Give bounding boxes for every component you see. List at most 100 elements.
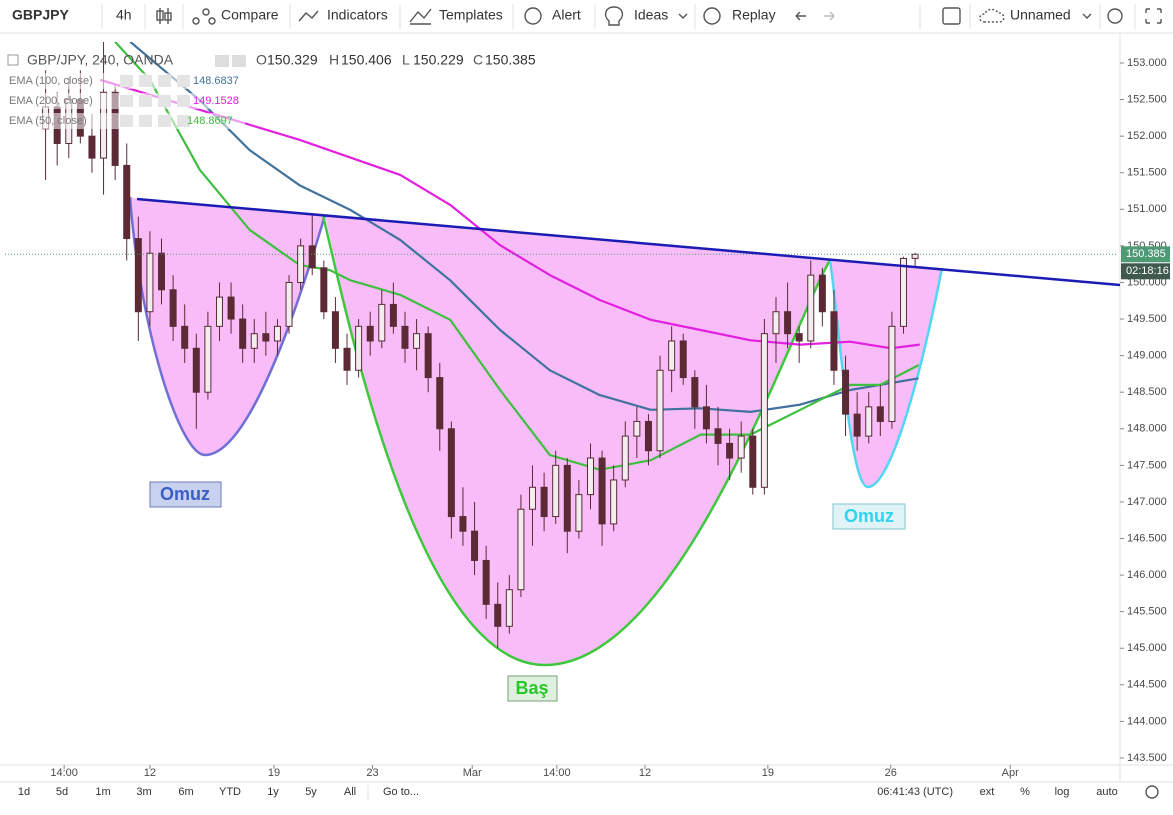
legend-button[interactable] [120, 115, 133, 127]
chart-style-icon[interactable] [156, 8, 172, 24]
ohlc-value: 150.406 [341, 52, 392, 68]
symbol[interactable]: GBPJPY [12, 7, 69, 23]
pattern-drawing [128, 196, 944, 667]
candle-body [714, 428, 722, 444]
legend-button[interactable] [120, 95, 133, 107]
clock: 06:41:43 (UTC) [877, 786, 953, 798]
candle-body [366, 325, 374, 342]
candle-body [343, 347, 351, 371]
interval[interactable]: 4h [116, 7, 132, 23]
option-button[interactable]: % [1020, 786, 1030, 798]
goto-button[interactable]: Go to... [383, 786, 419, 798]
ohlc-label: O [256, 52, 267, 68]
range-button[interactable]: 5y [305, 786, 317, 798]
countdown-box [1121, 263, 1170, 280]
ideas-icon[interactable] [604, 6, 624, 26]
legend-button[interactable] [139, 95, 152, 107]
y-tick-label: 150.000 [1127, 276, 1167, 288]
x-tick-label: 14:00 [50, 767, 78, 779]
candle-body [668, 340, 676, 371]
legend-value: 148.6837 [193, 75, 239, 87]
range-button[interactable]: 3m [136, 786, 151, 798]
candle-body [517, 508, 525, 591]
settings-button[interactable] [1145, 785, 1159, 799]
candle-body [169, 289, 177, 327]
candle-body [378, 303, 386, 342]
legend-button[interactable] [215, 55, 229, 67]
y-tick-label: 143.500 [1127, 752, 1167, 764]
pattern-fill [130, 197, 942, 665]
indicator-legend: EMA (100, close) 148.6837 EMA (200, close)… [5, 73, 245, 129]
candle-body [308, 245, 316, 269]
y-tick-label: 146.000 [1127, 569, 1167, 581]
y-tick-label: 144.500 [1127, 679, 1167, 691]
legend-button[interactable] [139, 75, 152, 87]
settings-button[interactable] [1107, 8, 1123, 24]
fullscreen-button[interactable] [1145, 8, 1162, 24]
left-shoulder-curve [128, 196, 327, 457]
range-button[interactable]: All [344, 786, 356, 798]
candle-body [297, 245, 305, 283]
y-tick-label: 151.500 [1127, 167, 1167, 179]
layout-name[interactable]: Unnamed [1010, 7, 1071, 23]
range-button[interactable]: YTD [219, 786, 241, 798]
y-tick-label: 145.000 [1127, 642, 1167, 654]
candle-body [888, 325, 896, 422]
candle-body [273, 325, 281, 342]
ideas-button[interactable]: Ideas [634, 7, 668, 23]
range-button[interactable]: 1m [95, 786, 110, 798]
redo[interactable] [824, 11, 835, 21]
annotation: Baş [515, 678, 548, 698]
replay-button[interactable]: Replay [732, 7, 776, 23]
last-price-label: 150.385 [1126, 248, 1166, 260]
candle-body [876, 406, 884, 422]
alert-button[interactable]: Alert [552, 7, 581, 23]
legend-button[interactable] [158, 75, 171, 87]
indicators-button[interactable]: Indicators [327, 7, 388, 23]
indicators-icon[interactable] [298, 10, 319, 22]
undo[interactable] [795, 11, 806, 21]
candle-body [737, 435, 745, 459]
templates-icon[interactable] [409, 8, 432, 25]
candle-body [239, 318, 247, 349]
candle-body [784, 311, 792, 335]
option-button[interactable]: ext [980, 786, 995, 798]
annotation: Omuz [844, 506, 894, 526]
candle-body [459, 516, 467, 532]
option-button[interactable]: auto [1096, 786, 1117, 798]
y-tick-label: 149.500 [1127, 313, 1167, 325]
candle-body [389, 303, 397, 327]
option-button[interactable]: log [1055, 786, 1070, 798]
legend-button[interactable] [177, 75, 190, 87]
layout-button[interactable] [942, 7, 961, 25]
range-button[interactable]: 1y [267, 786, 279, 798]
range-button[interactable]: 6m [178, 786, 193, 798]
y-tick-label: 151.000 [1127, 203, 1167, 215]
candle-body [401, 325, 409, 349]
templates-button[interactable]: Templates [439, 7, 503, 23]
legend-button[interactable] [158, 115, 171, 127]
compare-icon[interactable] [192, 8, 216, 25]
candle-body [633, 420, 641, 437]
range-button[interactable]: 5d [56, 786, 68, 798]
legend-button[interactable] [232, 55, 246, 67]
legend-button[interactable] [120, 75, 133, 87]
candle-body [749, 435, 757, 488]
candle-body [494, 603, 502, 627]
range-button[interactable]: 1d [18, 786, 30, 798]
candle-body [204, 325, 212, 393]
legend-button[interactable] [158, 95, 171, 107]
candle-body [158, 252, 166, 291]
alert-icon[interactable] [524, 7, 542, 25]
compare-button[interactable]: Compare [221, 7, 279, 23]
legend-button[interactable] [177, 95, 190, 107]
replay-icon[interactable] [703, 7, 721, 25]
legend-button[interactable] [177, 115, 190, 127]
annotation-box [832, 503, 906, 530]
legend-button[interactable] [139, 115, 152, 127]
ohlc-label: H [329, 52, 339, 68]
collapse-icon[interactable] [7, 54, 19, 66]
candle-body [227, 296, 235, 320]
right-shoulder-curve [828, 259, 944, 489]
